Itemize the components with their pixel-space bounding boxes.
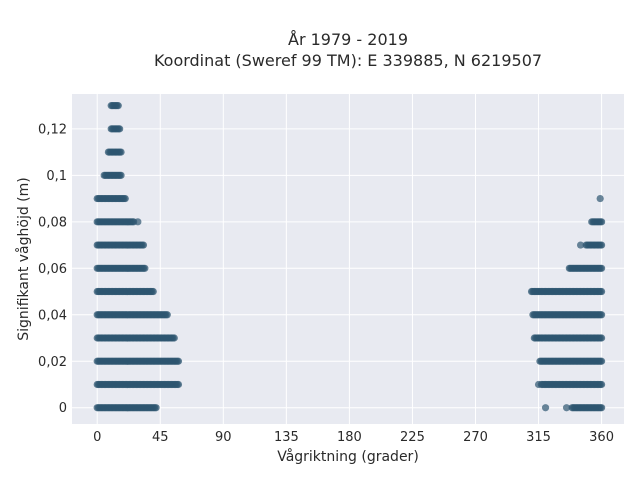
data-point xyxy=(597,311,606,319)
data-point xyxy=(116,125,124,133)
x-axis-ticks: 0 45 90 135 180 225 270 315 360 xyxy=(93,430,614,445)
data-point xyxy=(114,102,122,110)
data-point xyxy=(534,380,543,389)
data-point xyxy=(117,171,125,179)
x-tick-label: 360 xyxy=(589,430,614,445)
x-tick-label: 180 xyxy=(337,430,362,445)
data-point xyxy=(134,218,142,226)
data-point xyxy=(152,404,160,412)
data-point xyxy=(117,148,125,156)
x-tick-label: 315 xyxy=(526,430,551,445)
data-point xyxy=(149,287,157,296)
y-tick-label: 0,02 xyxy=(38,355,67,370)
y-tick-label: 0,1 xyxy=(46,169,67,184)
data-point xyxy=(596,194,604,203)
data-point xyxy=(597,334,606,342)
data-point xyxy=(597,287,606,296)
y-tick-label: 0,04 xyxy=(38,308,67,323)
data-point xyxy=(174,357,183,365)
x-tick-label: 45 xyxy=(152,430,169,445)
data-point xyxy=(597,218,606,226)
data-point xyxy=(597,404,606,412)
y-tick-label: 0,06 xyxy=(38,262,67,277)
data-point xyxy=(170,334,178,342)
x-tick-label: 225 xyxy=(400,430,425,445)
data-point xyxy=(597,380,606,389)
x-tick-label: 270 xyxy=(463,430,488,445)
data-point xyxy=(121,194,129,203)
data-point xyxy=(597,357,606,365)
y-tick-label: 0,12 xyxy=(38,122,67,137)
x-tick-label: 135 xyxy=(274,430,299,445)
data-point xyxy=(562,404,571,412)
data-point xyxy=(141,264,149,272)
data-point xyxy=(576,241,585,249)
x-tick-label: 90 xyxy=(215,430,232,445)
y-axis-label: Signifikant våghöjd (m) xyxy=(15,177,32,340)
x-axis-label: Vågriktning (grader) xyxy=(277,448,419,465)
y-tick-label: 0,08 xyxy=(38,215,67,230)
data-point xyxy=(139,241,148,249)
data-points xyxy=(93,102,606,412)
chart-title-line1: År 1979 - 2019 xyxy=(288,30,408,49)
y-axis-ticks: 0 0,02 0,04 0,06 0,08 0,1 0,12 xyxy=(38,122,67,416)
plot-background xyxy=(72,94,624,424)
data-point xyxy=(597,264,606,272)
data-point xyxy=(174,380,183,389)
data-point xyxy=(597,241,606,249)
x-tick-label: 0 xyxy=(93,430,101,445)
data-point xyxy=(163,311,171,319)
y-tick-label: 0 xyxy=(59,401,67,416)
chart-title-line2: Koordinat (Sweref 99 TM): E 339885, N 62… xyxy=(154,51,542,70)
data-point xyxy=(541,404,550,412)
